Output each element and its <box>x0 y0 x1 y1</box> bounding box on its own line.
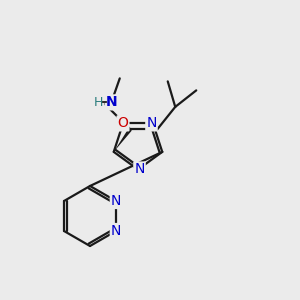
Text: N: N <box>134 163 145 176</box>
Polygon shape <box>114 128 132 152</box>
Text: N: N <box>106 95 117 110</box>
Text: N: N <box>146 116 157 130</box>
Text: O: O <box>118 116 128 130</box>
Text: N: N <box>111 194 121 208</box>
Text: N: N <box>111 224 121 238</box>
Text: H: H <box>94 96 103 109</box>
